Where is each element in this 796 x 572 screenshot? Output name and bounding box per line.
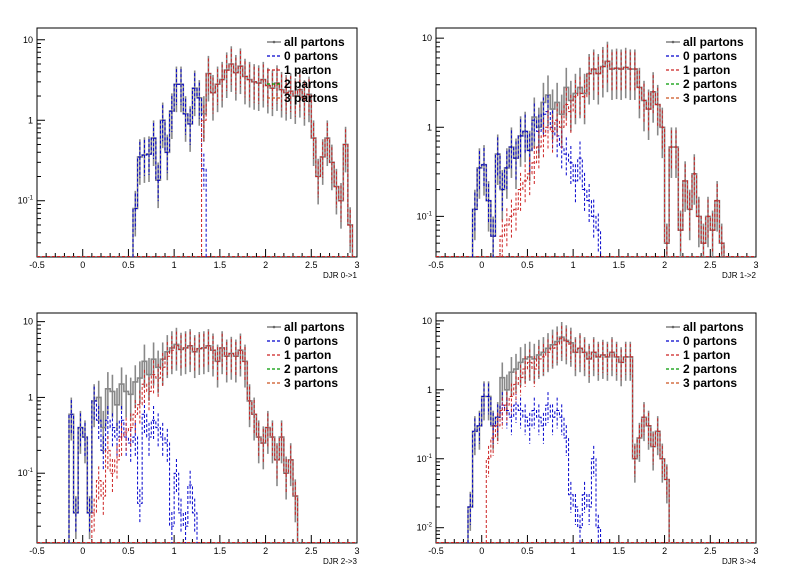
x-tick-label: 1 [571,546,576,556]
x-axis-title: DJR 3->4 [722,557,757,566]
x-tick-label: 3 [354,260,359,270]
x-axis-title: DJR 0->1 [323,271,358,280]
legend-label: 3 partons [683,91,737,105]
x-tick-label: 2 [263,260,268,270]
y-tick-label: 10-1 [417,454,433,464]
x-tick-label: -0.5 [428,260,444,270]
x-tick-label: 0 [479,546,484,556]
legend-label: 2 partons [284,362,338,376]
x-tick-label: 2.5 [704,260,717,270]
x-tick-label: 1.5 [214,260,227,270]
legend-label: 2 partons [683,77,737,91]
y-tick-label: 10-1 [18,196,34,206]
legend-label: 0 partons [683,334,737,348]
legend-label: 2 partons [284,77,338,91]
y-tick-label: 10-1 [417,211,433,221]
legend-label: all partons [284,320,345,334]
step-line-p0 [68,400,198,543]
series-p1 [201,48,353,257]
step-line-p1 [499,60,725,257]
x-tick-label: 2.5 [704,546,717,556]
legend-label: all partons [683,320,744,334]
y-tick-label: 1 [427,122,432,132]
x-tick-label: -0.5 [29,546,45,556]
x-tick-label: 1.5 [613,260,626,270]
legend-label: 3 partons [683,376,737,390]
y-tick-label: 10 [23,35,33,45]
x-tick-label: 0 [80,260,85,270]
x-tick-label: 0 [479,260,484,270]
x-tick-label: 2 [662,260,667,270]
y-tick-label: 10 [23,317,33,327]
x-tick-label: 1 [172,546,177,556]
histogram-panel: -0.5 0 0.5 1 1.5 2 2.5 3 10-2 10-1 1 10 DJR 3->4 all … [417,312,759,566]
step-line-p0 [132,83,207,257]
x-tick-label: 2.5 [305,546,318,556]
series-p1 [91,331,299,543]
x-axis-title: DJR 2->3 [323,557,358,566]
series-p1 [485,325,670,543]
legend-label: 1 parton [284,348,331,362]
x-tick-label: -0.5 [428,546,444,556]
x-tick-label: 3 [753,546,758,556]
x-tick-label: 0.5 [122,546,135,556]
x-tick-label: 2.5 [305,260,318,270]
x-tick-label: 1 [571,260,576,270]
legend-label: 0 partons [284,334,338,348]
y-tick-label: 1 [427,385,432,395]
legend-marker [671,325,675,329]
legend-marker [671,40,675,44]
y-tick-label: 1 [28,115,33,125]
legend-label: all partons [284,35,345,49]
legend-label: 0 partons [683,49,737,63]
legend-label: all partons [683,35,744,49]
x-tick-label: 0 [80,546,85,556]
legend-label: 3 partons [284,376,338,390]
x-tick-label: 3 [354,546,359,556]
y-tick-label: 1 [28,392,33,402]
y-tick-label: 10 [422,316,432,326]
step-line-p0 [472,111,602,257]
step-line-p0 [467,395,602,543]
histogram-panel: -0.5 0 0.5 1 1.5 2 2.5 3 10-1 1 10 DJR 2->3 all part… [18,312,360,566]
legend-label: 1 parton [683,348,730,362]
legend-label: 0 partons [284,49,338,63]
x-tick-label: 1.5 [214,546,227,556]
x-tick-label: 0.5 [521,260,534,270]
y-tick-label: 10 [422,33,432,43]
legend-label: 1 parton [284,63,331,77]
x-tick-label: 1 [172,260,177,270]
legend-marker [272,325,276,329]
x-tick-label: 1.5 [613,546,626,556]
x-tick-label: 0.5 [122,260,135,270]
step-line-p1 [485,338,670,543]
x-tick-label: 2 [263,546,268,556]
legend-label: 2 partons [683,362,737,376]
x-tick-label: 2 [662,546,667,556]
x-tick-label: 3 [753,260,758,270]
series-p0 [132,69,207,257]
histogram-panel: -0.5 0 0.5 1 1.5 2 2.5 3 10-1 1 10 DJR 0->1 all part… [18,27,360,280]
series-p1 [499,44,725,257]
legend-label: 3 partons [284,91,338,105]
x-axis-title: DJR 1->2 [722,271,757,280]
x-tick-label: 0.5 [521,546,534,556]
legend-label: 1 parton [683,63,730,77]
histogram-panel: -0.5 0 0.5 1 1.5 2 2.5 3 10-1 1 10 DJR 1->2 all part… [417,27,759,280]
x-tick-label: -0.5 [29,260,45,270]
step-line-p1 [91,345,299,543]
y-tick-label: 10-1 [18,468,34,478]
series-p0 [68,386,198,543]
y-tick-label: 10-2 [417,523,433,533]
legend-marker [272,40,276,44]
